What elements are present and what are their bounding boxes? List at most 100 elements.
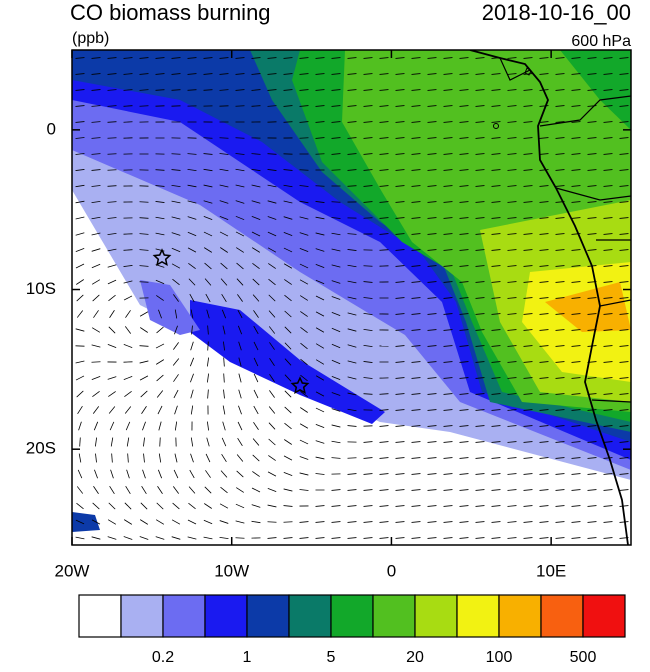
wind-vector (316, 457, 325, 459)
wind-vector (492, 538, 501, 539)
wind-vector (157, 486, 162, 493)
wind-vector (604, 490, 613, 491)
wind-vector (93, 503, 100, 509)
wind-vector (142, 486, 147, 494)
wind-vector (124, 344, 132, 347)
wind-vector (396, 474, 405, 475)
wind-vector (108, 170, 117, 171)
wind-vector (444, 442, 453, 443)
wind-vector (109, 407, 115, 414)
wind-vector (125, 326, 130, 333)
wind-vector (76, 329, 85, 331)
wind-vector (460, 538, 469, 539)
wind-vector (140, 346, 149, 347)
wind-vector (620, 490, 629, 491)
y-tick-label: 10S (26, 279, 56, 298)
wind-vector (127, 470, 130, 479)
wind-vector (236, 521, 245, 523)
wind-vector (412, 506, 421, 507)
wind-vector (156, 344, 164, 348)
wind-vector (396, 538, 405, 539)
title: CO biomass burning (70, 0, 271, 25)
colorbar-box (415, 595, 457, 637)
wind-vector (77, 295, 84, 301)
wind-vector (604, 522, 613, 523)
wind-vector (316, 441, 325, 444)
wind-vector (476, 522, 485, 523)
wind-vector (492, 474, 501, 475)
wind-vector (128, 454, 129, 463)
wind-vector (476, 458, 485, 459)
wind-vector (78, 406, 83, 414)
wind-vector (220, 521, 229, 524)
wind-vector (412, 458, 421, 459)
wind-vector (175, 422, 176, 431)
wind-vector (108, 295, 115, 301)
wind-vector (588, 490, 597, 491)
wind-vector (285, 407, 292, 413)
wind-vector (94, 470, 97, 478)
wind-vector (412, 490, 421, 491)
wind-vector (364, 474, 373, 475)
wind-vector (92, 249, 101, 252)
wind-vector (76, 233, 85, 236)
wind-vector (125, 503, 131, 509)
wind-vector (221, 471, 227, 478)
wind-vector (412, 442, 421, 443)
wind-vector (284, 506, 293, 507)
wind-vector (492, 522, 501, 523)
wind-vector (172, 537, 181, 540)
wind-vector (316, 506, 325, 507)
wind-vector (236, 538, 245, 539)
wind-vector (79, 422, 82, 431)
colorbar-box (289, 595, 331, 637)
wind-vector (412, 474, 421, 475)
wind-vector (93, 406, 98, 413)
wind-vector (92, 264, 100, 268)
wind-vector (189, 487, 195, 494)
wind-vector (269, 423, 275, 430)
wind-vector (284, 538, 293, 539)
wind-vector (141, 503, 147, 509)
wind-vector (332, 441, 341, 442)
colorbar-box (499, 595, 541, 637)
x-tick-label: 10E (536, 561, 566, 580)
wind-vector (237, 471, 244, 477)
wind-vector (253, 455, 260, 461)
wind-vector (572, 538, 581, 539)
wind-vector (204, 520, 212, 523)
wind-vector (572, 506, 581, 507)
wind-vector (127, 438, 128, 447)
wind-vector (108, 280, 116, 284)
wind-vector (141, 391, 148, 397)
wind-vector (508, 522, 517, 523)
wind-vector (572, 474, 581, 475)
wind-vector (156, 537, 165, 540)
wind-vector (348, 538, 357, 539)
wind-vector (460, 490, 469, 491)
wind-vector (125, 310, 130, 317)
wind-vector (76, 217, 85, 219)
x-tick-label: 0 (387, 561, 396, 580)
wind-vector (316, 522, 325, 523)
wind-vector (508, 490, 517, 491)
wind-vector (348, 474, 357, 475)
wind-vector (93, 310, 98, 317)
wind-vector (252, 471, 259, 476)
wind-vector (208, 390, 209, 399)
wind-vector (444, 522, 453, 523)
wind-vector (206, 454, 210, 462)
wind-vector (159, 422, 161, 431)
wind-vector (476, 538, 485, 539)
wind-vector (239, 390, 242, 399)
wind-vector (348, 522, 357, 523)
wind-vector (173, 342, 178, 349)
wind-vector (159, 454, 160, 463)
wind-vector (95, 438, 96, 447)
wind-vector (140, 328, 147, 333)
wind-vector (174, 390, 178, 398)
wind-vector (77, 310, 83, 317)
wind-vector (94, 422, 97, 430)
y-tick-label: 20S (26, 439, 56, 458)
wind-vector (93, 295, 100, 301)
